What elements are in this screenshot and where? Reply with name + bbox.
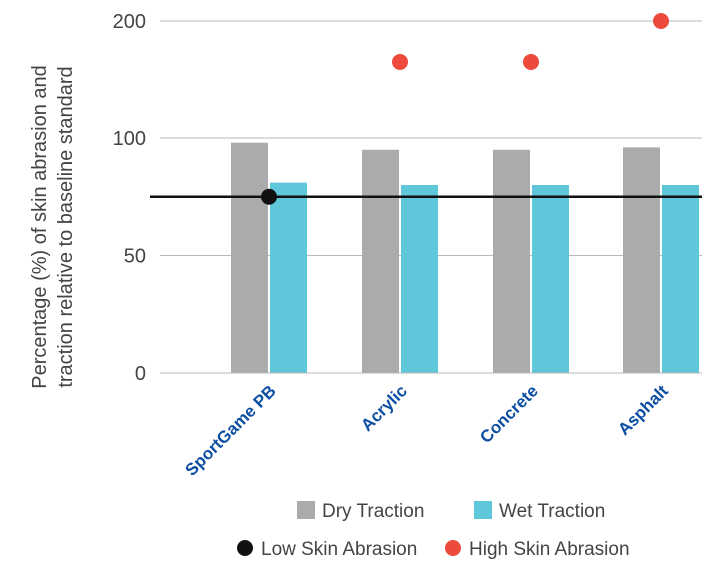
point-high-skin-abrasion-asphalt xyxy=(653,13,669,29)
y-tick-label-50: 50 xyxy=(124,246,146,268)
abrasion-points xyxy=(261,13,669,205)
y-tick-label-100: 100 xyxy=(113,128,146,150)
category-label-asphalt: Asphalt xyxy=(614,381,672,439)
category-label-sportgame-pb: SportGame PB xyxy=(182,381,280,479)
bar-wet-traction-asphalt xyxy=(662,185,699,373)
bar-wet-traction-concrete xyxy=(532,185,569,373)
legend-label-low-skin-abrasion: Low Skin Abrasion xyxy=(261,539,417,560)
bar-dry-traction-concrete xyxy=(493,149,530,373)
bar-dry-traction-sportgame-pb xyxy=(231,142,268,373)
legend-label-high-skin-abrasion: High Skin Abrasion xyxy=(469,539,630,560)
bars xyxy=(231,142,699,373)
bar-dry-traction-asphalt xyxy=(623,147,660,373)
bar-wet-traction-acrylic xyxy=(401,185,438,373)
point-low-skin-abrasion-sportgame-pb xyxy=(261,188,277,205)
legend-label-dry-traction: Dry Traction xyxy=(322,501,424,522)
y-axis-title-line-2: traction relative to baseline standard xyxy=(55,66,77,387)
category-label-acrylic: Acrylic xyxy=(357,381,411,435)
bar-dry-traction-acrylic xyxy=(362,149,399,373)
x-axis-category-labels: SportGame PB Acrylic Concrete Asphalt xyxy=(182,381,673,480)
legend: Dry Traction Wet Traction Low Skin Abrasio… xyxy=(237,501,630,560)
category-label-concrete: Concrete xyxy=(476,381,542,447)
legend-label-wet-traction: Wet Traction xyxy=(499,501,605,522)
y-axis-ticks: 0 50 100 200 xyxy=(113,11,146,385)
y-tick-label-200: 200 xyxy=(113,11,146,33)
bar-wet-traction-sportgame-pb xyxy=(270,182,307,373)
legend-swatch-wet-traction xyxy=(474,501,492,519)
y-axis-title: Percentage (%) of skin abrasion and trac… xyxy=(29,65,77,389)
point-high-skin-abrasion-acrylic xyxy=(392,53,408,70)
legend-swatch-dry-traction xyxy=(297,501,315,519)
legend-marker-low-skin-abrasion xyxy=(237,540,253,556)
legend-marker-high-skin-abrasion xyxy=(445,540,461,556)
y-tick-label-0: 0 xyxy=(135,363,146,385)
point-high-skin-abrasion-concrete xyxy=(523,53,539,70)
y-axis-title-line-1: Percentage (%) of skin abrasion and xyxy=(29,65,51,389)
